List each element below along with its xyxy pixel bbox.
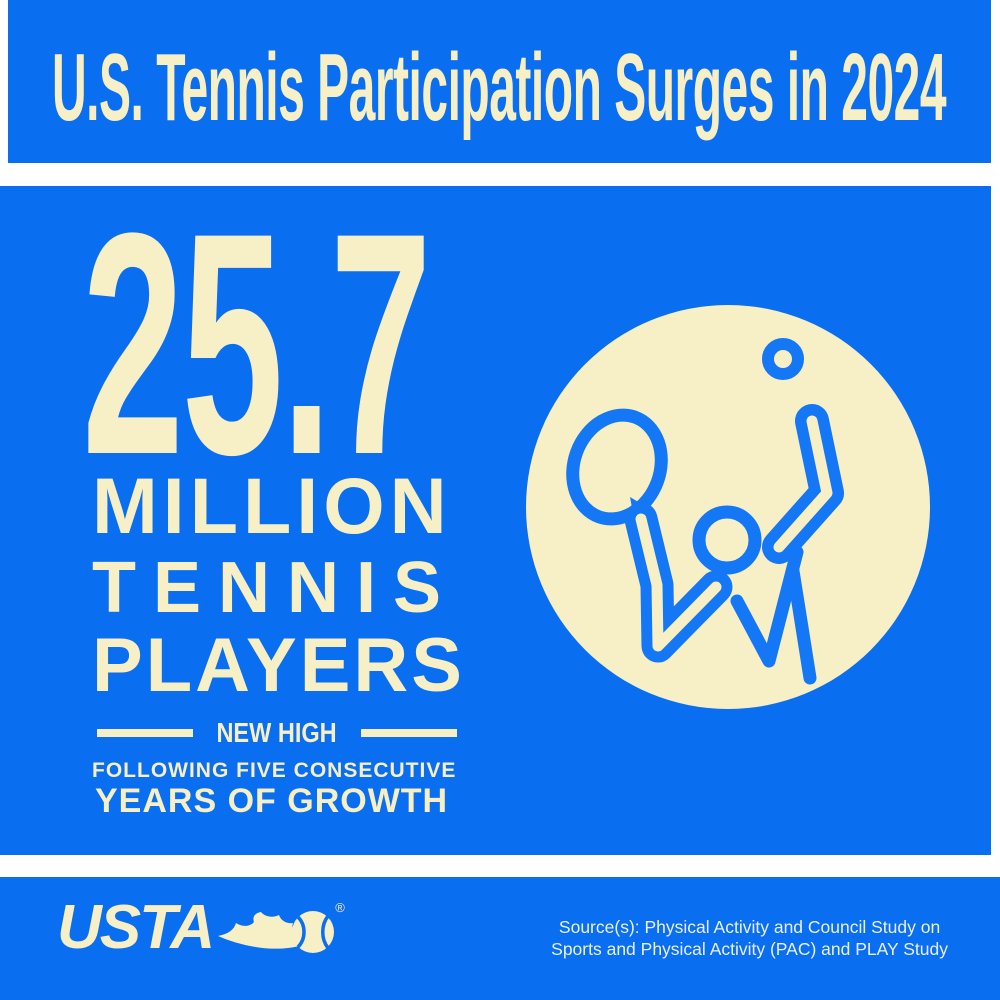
main-panel: 25.7 MILLION TENNIS PLAYERS NEW HIGH FOL… [0, 186, 991, 855]
player-torso-icon [730, 545, 804, 668]
subtitle-line-2: YEARS OF GROWTH [95, 782, 449, 820]
raised-arm-inner-icon [773, 415, 833, 553]
new-high-badge: NEW HIGH [97, 717, 458, 748]
badge-bar-left [97, 729, 194, 737]
source-text: Source(s): Physical Activity and Council… [551, 917, 948, 960]
source-line-1: Source(s): Physical Activity and Council… [558, 917, 941, 937]
racquet-arm-inner-icon [635, 513, 722, 652]
flaming-tennis-ball-icon [218, 911, 335, 953]
player-leg-icon [786, 564, 817, 685]
registered-mark: ® [335, 900, 345, 915]
ball-seam-left [296, 915, 306, 949]
player-head-icon [692, 505, 762, 575]
stat-unit-players: PLAYERS [92, 623, 465, 708]
tennis-ball-icon [762, 338, 804, 380]
badge-bar-right [360, 729, 458, 737]
stat-unit-tennis: TENNIS [92, 548, 459, 628]
new-high-label: NEW HIGH [216, 717, 338, 748]
footer-panel: USTA ® Source(s): Physical Activity and … [0, 877, 1000, 1000]
ball-seam-right [321, 914, 330, 950]
flame-icon [218, 912, 304, 949]
subtitle-line-1: FOLLOWING FIVE CONSECUTIVE [92, 759, 457, 782]
stat-number: 25.7 [82, 167, 432, 520]
header-panel: U.S. Tennis Participation Surges in 2024 [8, 0, 991, 163]
page-title: U.S. Tennis Participation Surges in 2024 [52, 33, 947, 141]
racquet-head-icon [566, 408, 668, 526]
tennis-player-serving-icon [526, 305, 930, 709]
usta-logo: USTA ® [57, 893, 345, 962]
usta-wordmark: USTA [57, 893, 215, 962]
stat-unit-million: MILLION [92, 461, 452, 550]
source-line-2: Sports and Physical Activity (PAC) and P… [551, 938, 948, 959]
